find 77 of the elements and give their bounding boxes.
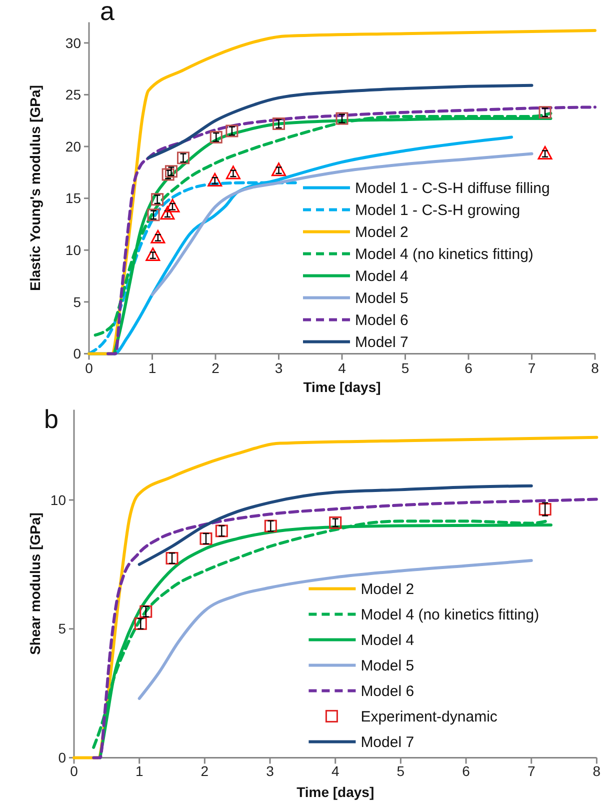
- point: [165, 198, 180, 212]
- legend-label: Model 5: [355, 290, 408, 307]
- y-tick-label: 0: [58, 750, 66, 766]
- y-axis-title: Shear modulus [GPa]: [27, 512, 43, 655]
- legend-label: Model 7: [355, 334, 408, 351]
- x-tick-label: 7: [528, 360, 536, 376]
- legend-label: Model 4 (no kinetics fitting): [355, 246, 534, 263]
- chart-title: a: [100, 0, 115, 26]
- point: [538, 106, 552, 119]
- line-series: [92, 498, 598, 760]
- y-tick-label: 30: [65, 34, 82, 51]
- y-tick-label: 10: [65, 242, 82, 258]
- legend-label: Model 2: [355, 224, 408, 241]
- x-tick-label: 8: [592, 763, 601, 779]
- legend-label: Model 4: [355, 268, 408, 285]
- point: [166, 552, 178, 564]
- point: [140, 605, 152, 618]
- legend-label: Model 6: [355, 312, 408, 329]
- x-tick-label: 2: [212, 360, 220, 376]
- legend-label: Model 7: [360, 734, 414, 751]
- legend-label: Model 4: [360, 632, 414, 649]
- x-tick-label: 5: [396, 763, 405, 779]
- x-tick-label: 1: [148, 360, 156, 376]
- point: [264, 520, 277, 532]
- line-series: [138, 484, 533, 566]
- x-tick-label: 0: [85, 360, 94, 376]
- point: [176, 152, 190, 164]
- point: [272, 162, 286, 176]
- legend-label: Model 2: [360, 580, 414, 598]
- point: [226, 124, 238, 138]
- legend-label: Model 5: [360, 657, 414, 674]
- y-tick-label: 5: [73, 294, 82, 310]
- legend-label: Experiment-dynamic: [360, 708, 498, 726]
- x-tick-label: 4: [338, 360, 346, 376]
- x-axis-title: Time [days]: [296, 784, 374, 800]
- x-axis-title: Time [days]: [303, 379, 381, 395]
- y-tick-label: 5: [58, 620, 66, 637]
- y-tick-label: 25: [65, 86, 82, 103]
- legend-label: Model 1 - C-S-H growing: [355, 202, 520, 219]
- point: [150, 230, 166, 244]
- legend-label: Model 4 (no kinetics fitting): [360, 606, 540, 624]
- y-tick-label: 15: [65, 190, 82, 206]
- point: [329, 516, 342, 529]
- point: [146, 248, 160, 262]
- point: [538, 503, 552, 516]
- point: [164, 165, 178, 178]
- y-tick-label: 20: [65, 138, 82, 154]
- point: [226, 166, 240, 180]
- x-tick-label: 3: [266, 763, 274, 779]
- point: [336, 112, 348, 125]
- x-tick-label: 1: [135, 763, 144, 779]
- legend-label: Model 6: [360, 682, 414, 700]
- y-axis-title: Elastic Young's modulus [GPa]: [27, 85, 43, 291]
- x-tick-label: 6: [464, 360, 473, 376]
- x-tick-label: 2: [200, 763, 209, 779]
- point: [272, 117, 285, 130]
- point: [160, 206, 175, 220]
- x-tick-label: 6: [462, 763, 470, 779]
- point: [200, 532, 212, 545]
- point: [151, 193, 164, 206]
- chart-title: b: [44, 404, 58, 434]
- line-series: [146, 84, 534, 160]
- point: [162, 168, 174, 181]
- point: [134, 617, 147, 630]
- point: [538, 146, 552, 160]
- y-tick-label: 0: [73, 346, 82, 362]
- point: [147, 208, 160, 222]
- x-tick-label: 8: [591, 360, 600, 376]
- point: [215, 524, 228, 538]
- x-tick-label: 4: [331, 763, 340, 779]
- x-tick-label: 5: [401, 360, 410, 376]
- x-tick-label: 7: [527, 763, 536, 779]
- point: [210, 130, 222, 144]
- point: [208, 172, 222, 186]
- legend-label: Model 1 - C-S-H diffuse filling: [355, 180, 550, 197]
- y-tick-label: 10: [50, 492, 66, 508]
- x-tick-label: 3: [274, 360, 283, 376]
